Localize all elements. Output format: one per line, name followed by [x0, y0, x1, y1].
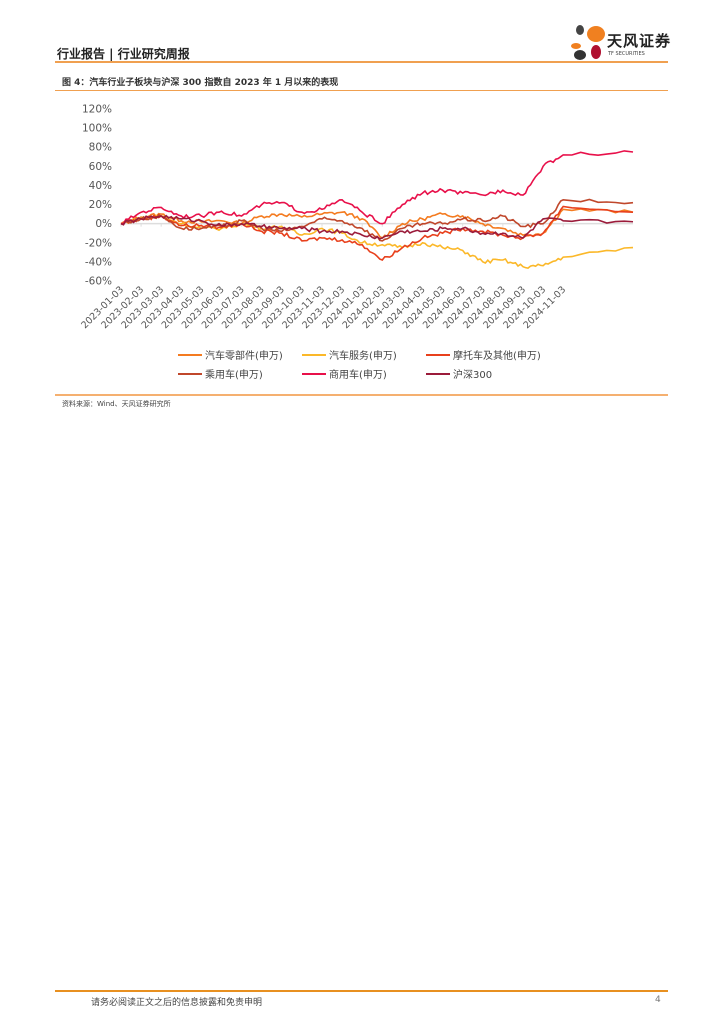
figure-title: 图 4：汽车行业子板块与沪深 300 指数自 2023 年 1 月以来的表现 [62, 78, 339, 88]
figure-bottom-divider [55, 394, 668, 396]
report-header-title: 行业报告 | 行业研究周报 [57, 47, 190, 61]
tf-securities-logo [571, 25, 605, 60]
legend-label: 商用车(申万) [329, 370, 387, 381]
figure-divider [55, 90, 668, 91]
legend-label: 摩托车及其他(申万) [453, 351, 541, 362]
y-tick-label: 20% [89, 199, 112, 211]
y-tick-label: -20% [85, 237, 112, 249]
legend-swatch [178, 372, 202, 375]
legend-label: 汽车服务(申万) [329, 351, 397, 362]
y-tick-label: 40% [89, 180, 112, 192]
legend-swatch [426, 372, 450, 375]
legend-item: 沪深300 [426, 366, 492, 381]
y-tick-label: -40% [85, 256, 112, 268]
series-line [120, 214, 634, 240]
y-tick-label: 120% [82, 104, 112, 116]
y-tick-label: 100% [82, 123, 112, 135]
legend-label: 汽车零部件(申万) [205, 351, 283, 362]
y-tick-label: 0% [95, 218, 112, 230]
legend-item: 商用车(申万) [302, 366, 387, 381]
legend-swatch [178, 353, 202, 356]
y-tick-label: -60% [85, 276, 112, 288]
logo-name: 天风证券 [607, 32, 672, 50]
header-divider [55, 61, 668, 63]
footer-disclaimer: 请务必阅读正文之后的信息披露和免责申明 [91, 998, 263, 1008]
series-line [120, 150, 634, 225]
legend-label: 沪深300 [453, 370, 493, 381]
y-tick-label: 60% [89, 161, 112, 173]
legend-item: 摩托车及其他(申万) [426, 347, 541, 362]
legend-item: 汽车服务(申万) [302, 347, 397, 362]
legend-item: 乘用车(申万) [178, 366, 263, 381]
legend-label: 乘用车(申万) [205, 370, 263, 381]
series-line [120, 205, 634, 261]
legend-swatch [302, 353, 326, 356]
legend-item: 汽车零部件(申万) [178, 347, 283, 362]
series-line [121, 198, 634, 242]
page-number: 4 [655, 995, 661, 1005]
series-line [120, 214, 634, 269]
y-tick-label: 80% [89, 142, 112, 154]
legend-swatch [302, 372, 326, 375]
figure-source: 资料来源：Wind、天风证券研究所 [62, 400, 171, 408]
legend-swatch [426, 353, 450, 356]
footer-divider [55, 990, 668, 992]
line-chart: 120%100%80%60%40%20%0%-20%-40%-60%2023-0… [79, 104, 634, 331]
logo-subtitle: TF SECURITIES [608, 51, 645, 57]
